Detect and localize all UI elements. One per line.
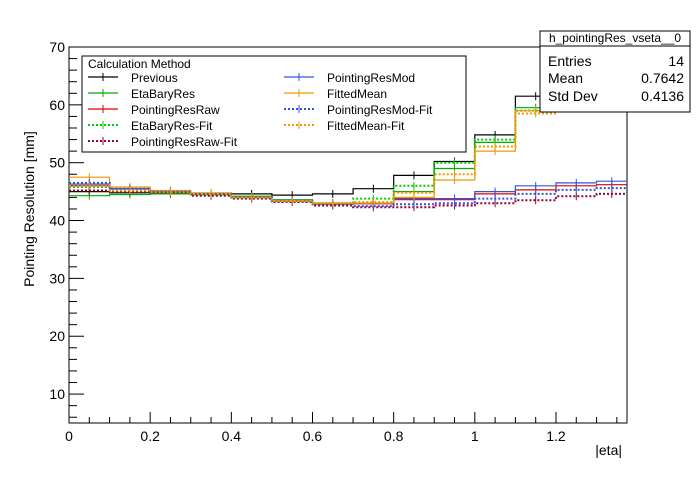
stats-mean-value: 0.7642 — [641, 70, 684, 86]
x-tick-label: 0.6 — [303, 428, 323, 444]
y-tick-label: 60 — [49, 97, 65, 113]
stats-box-title: h_pointingRes_vseta__0 — [549, 31, 681, 45]
stats-stddev-label: Std Dev — [548, 88, 598, 104]
legend-label: PointingResMod-Fit — [327, 103, 433, 117]
stats-box: h_pointingRes_vseta__0 Entries 14 Mean 0… — [539, 30, 691, 113]
y-tick-label: 50 — [49, 155, 65, 171]
legend-entries: Previous EtaBaryRes PointingResRaw EtaBaryR… — [88, 71, 433, 149]
x-tick-label: 0 — [65, 428, 73, 444]
y-tick-label: 40 — [49, 213, 65, 229]
y-tick-label: 20 — [49, 328, 65, 344]
legend-label: EtaBaryRes — [131, 87, 195, 101]
y-tick-label: 30 — [49, 270, 65, 286]
plot-frame — [68, 46, 628, 424]
axis-ticks — [68, 46, 618, 423]
legend-label: EtaBaryRes-Fit — [131, 119, 213, 133]
stats-entries-label: Entries — [548, 53, 592, 69]
axis-tick-labels: 0 0.2 0.4 0.6 0.8 1 1.2 10 20 30 40 50 60 70 — [49, 39, 566, 444]
x-tick-label: 1.2 — [546, 428, 566, 444]
x-axis-label: |eta| — [595, 442, 622, 458]
stats-entries-value: 14 — [668, 53, 684, 69]
series-line — [69, 181, 627, 208]
x-tick-label: 1 — [471, 428, 479, 444]
legend-label: FittedMean-Fit — [327, 119, 405, 133]
legend-label: Previous — [131, 71, 178, 85]
stats-mean-label: Mean — [548, 70, 583, 86]
legend-title: Calculation Method — [88, 57, 191, 71]
stats-box-frame — [539, 30, 691, 113]
y-tick-label: 70 — [49, 39, 65, 55]
stats-stddev-value: 0.4136 — [641, 88, 684, 104]
y-axis-label: Pointing Resolution [mm] — [21, 131, 37, 287]
legend: Calculation Method Previous EtaBaryRes Poi… — [81, 55, 467, 153]
legend-label: PointingResMod — [327, 71, 415, 85]
x-tick-label: 0.4 — [222, 428, 242, 444]
legend-label: PointingResRaw-Fit — [131, 135, 238, 149]
x-tick-label: 0.2 — [140, 428, 160, 444]
legend-label: PointingResRaw — [131, 103, 220, 117]
x-tick-label: 0.8 — [384, 428, 404, 444]
y-tick-label: 10 — [49, 386, 65, 402]
legend-box — [81, 55, 467, 153]
legend-label: FittedMean — [327, 87, 387, 101]
